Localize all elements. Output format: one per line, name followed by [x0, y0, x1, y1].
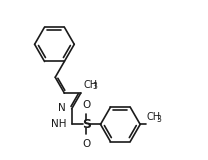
Text: NH: NH [51, 119, 67, 129]
Text: S: S [82, 118, 91, 131]
Text: N: N [58, 103, 66, 113]
Text: CH: CH [83, 80, 97, 89]
Text: 3: 3 [156, 115, 161, 124]
Text: O: O [82, 139, 90, 149]
Text: CH: CH [146, 112, 161, 122]
Text: 3: 3 [93, 82, 98, 91]
Text: O: O [82, 100, 90, 110]
